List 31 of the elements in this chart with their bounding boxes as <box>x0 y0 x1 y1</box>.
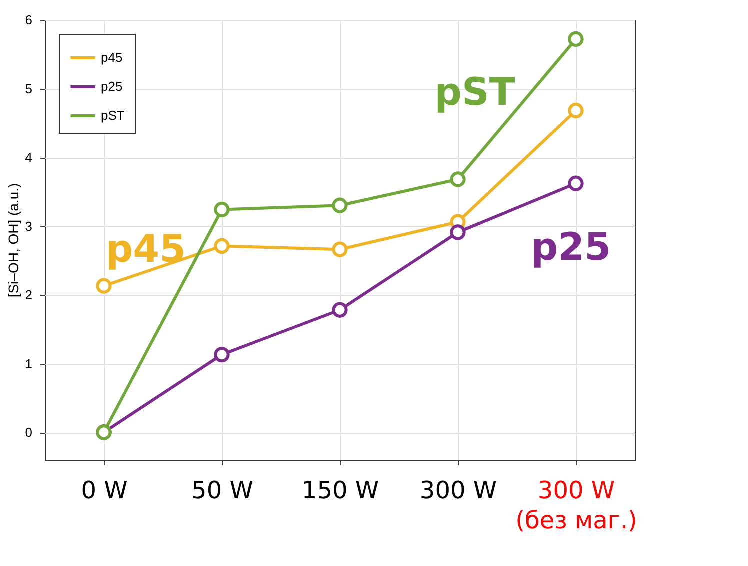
point <box>332 198 348 214</box>
point <box>450 224 466 240</box>
x-tick-label: 150 W <box>302 476 380 504</box>
x-tick-label: 0 W <box>81 476 128 504</box>
point <box>214 238 230 254</box>
point <box>332 242 348 258</box>
point <box>450 172 466 188</box>
point <box>332 302 348 318</box>
y-tick-label: 1 <box>25 356 32 372</box>
y-tick-label: 5 <box>25 81 32 96</box>
annotation: pST <box>434 70 516 114</box>
y-tick-label: 4 <box>25 150 32 165</box>
legend-label: p25 <box>101 79 123 94</box>
y-tick-label: 6 <box>25 12 32 28</box>
x-tick-label: 50 W <box>192 476 254 504</box>
x-tick-label: 300 W <box>420 476 498 504</box>
point <box>96 278 112 294</box>
point <box>214 202 230 218</box>
y-tick-label: 2 <box>25 288 32 302</box>
point <box>568 176 584 192</box>
y-tick-label: 3 <box>25 218 32 234</box>
legend-label: p45 <box>101 50 123 65</box>
y-axis-title: [Si–OH, OH] (a.u.) <box>5 183 22 298</box>
y-tick-label: 0 <box>25 425 32 440</box>
annotation: p25 <box>530 225 612 269</box>
point <box>568 102 584 119</box>
annotation: p45 <box>106 227 186 271</box>
legend-label: pST <box>101 108 125 123</box>
x-tick-label: 300 W (без маг.) <box>516 476 638 534</box>
point <box>568 31 584 48</box>
point <box>214 347 230 363</box>
